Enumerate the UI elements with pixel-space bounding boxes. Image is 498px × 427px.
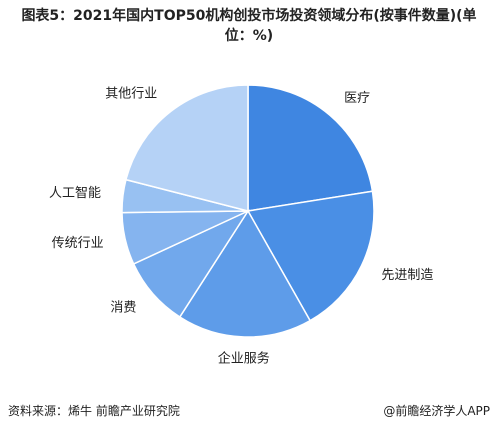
chart-title: 图表5：2021年国内TOP50机构创投市场投资领域分布(按事件数量)(单位：%… xyxy=(21,8,477,44)
pie-slice xyxy=(247,84,374,212)
slice-label: 传统行业 xyxy=(52,236,104,251)
slice-label: 医疗 xyxy=(344,91,370,106)
source: 资料来源：烯牛 前瞻产业研究院 xyxy=(8,404,180,418)
slice-label: 企业服务 xyxy=(218,350,270,366)
slice-label: 消费 xyxy=(110,301,136,316)
slice-label: 其他行业 xyxy=(105,87,157,102)
credit: @前瞻经济学人APP xyxy=(383,404,490,418)
pie-slice xyxy=(178,209,312,338)
pie-slice xyxy=(125,84,249,212)
slice-label: 人工智能 xyxy=(49,186,101,201)
pie-slice xyxy=(246,190,375,322)
slice-label: 先进制造 xyxy=(381,268,433,283)
